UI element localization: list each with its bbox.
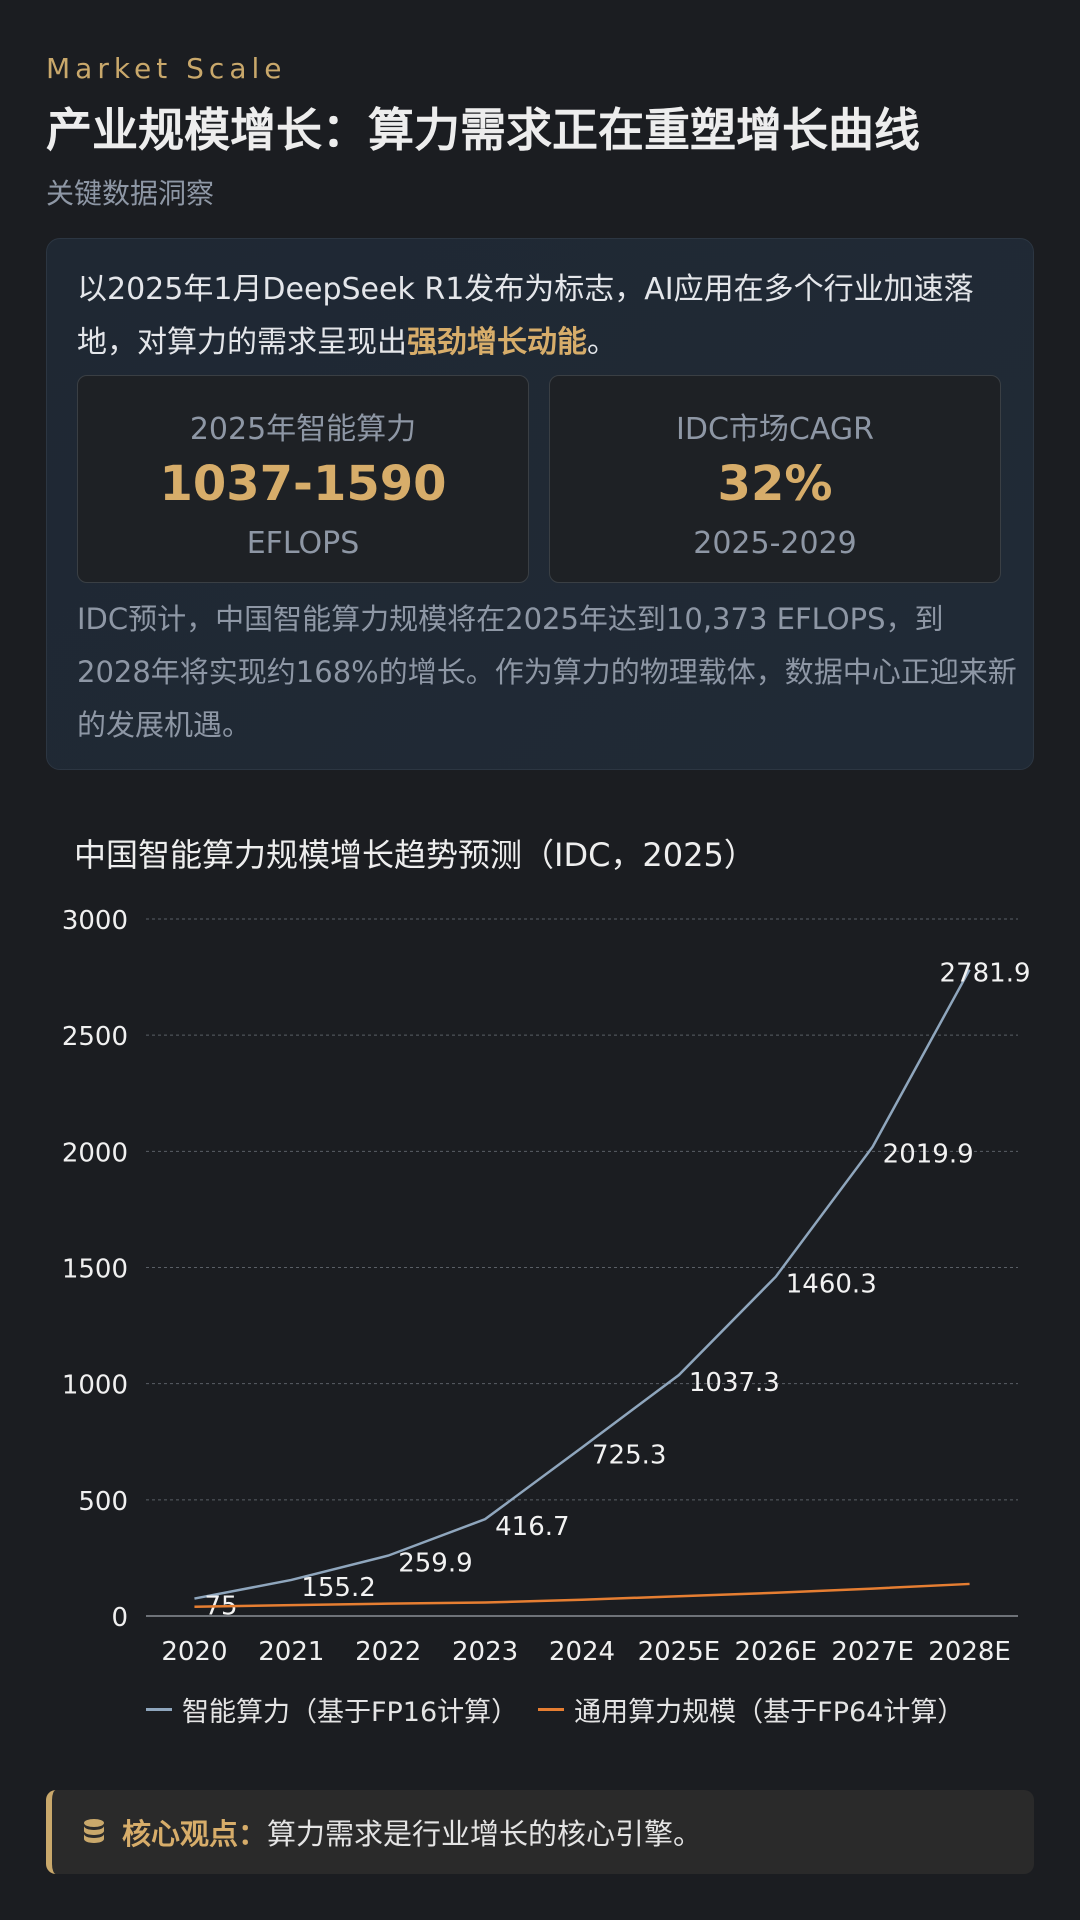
x-tick-label: 2027E: [831, 1637, 914, 1667]
data-label: 155.2: [301, 1573, 375, 1603]
legend-label: 通用算力规模（基于FP64计算）: [574, 1697, 965, 1728]
callout-text: 算力需求是行业增长的核心引擎。: [267, 1817, 703, 1851]
stat-label: IDC市场CAGR: [676, 412, 874, 447]
stat-box-computing: 2025年智能算力 1037-1590 EFLOPS: [77, 375, 529, 583]
y-tick-label: 1500: [62, 1255, 128, 1285]
chart-legend: 智能算力（基于FP16计算） 通用算力规模（基于FP64计算）: [146, 1690, 984, 1729]
stat-unit: 2025-2029: [693, 526, 857, 561]
section-eyebrow: Market Scale: [46, 52, 287, 85]
stat-box-cagr: IDC市场CAGR 32% 2025-2029: [549, 375, 1001, 583]
page-subtitle: 关键数据洞察: [46, 177, 215, 210]
stat-label: 2025年智能算力: [189, 412, 417, 447]
y-tick-label: 500: [78, 1487, 128, 1517]
data-label: 2781.9: [940, 959, 1031, 989]
data-label: 2019.9: [883, 1140, 974, 1170]
data-label: 725.3: [592, 1440, 666, 1470]
x-tick-label: 2024: [549, 1637, 615, 1667]
intro-highlight: 强劲增长动能: [407, 325, 587, 360]
series-line-1: [194, 969, 971, 1600]
x-tick-label: 2028E: [928, 1637, 1011, 1667]
legend-item-intelligent: 智能算力（基于FP16计算）: [146, 1690, 518, 1729]
intro-suffix: 。: [587, 325, 617, 360]
intro-text: 以2025年1月DeepSeek R1发布为标志，AI应用在多个行业加速落地，对…: [77, 263, 1027, 369]
x-tick-label: 2023: [452, 1637, 518, 1667]
series-line-2: [194, 1582, 970, 1608]
line-chart: 0 500 1000 1500 2000 2500 3000 2020 2021 2022 2023…: [62, 906, 1031, 1667]
data-label: 1460.3: [786, 1270, 877, 1300]
chart-title: 中国智能算力规模增长趋势预测（IDC，2025）: [74, 836, 756, 874]
x-tick-label: 2022: [355, 1637, 421, 1667]
legend-label: 智能算力（基于FP16计算）: [182, 1697, 519, 1728]
stat-value: 1037-1590: [159, 456, 447, 512]
data-label: 1037.3: [689, 1368, 780, 1398]
y-tick-label: 2000: [62, 1138, 128, 1168]
legend-swatch: [146, 1708, 172, 1711]
x-tick-label: 2025E: [638, 1637, 721, 1667]
legend-swatch: [538, 1708, 565, 1711]
page-title: 产业规模增长：算力需求正在重塑增长曲线: [46, 103, 920, 157]
insight-card: 以2025年1月DeepSeek R1发布为标志，AI应用在多个行业加速落地，对…: [46, 238, 1034, 770]
database-icon: [84, 1819, 104, 1843]
y-tick-label: 3000: [62, 906, 128, 936]
y-tick-label: 1000: [62, 1371, 128, 1401]
x-tick-label: 2021: [258, 1637, 324, 1667]
data-label: 416.7: [495, 1512, 569, 1542]
callout-key: 核心观点：: [122, 1817, 268, 1851]
x-tick-label: 2020: [161, 1637, 227, 1667]
data-label: 259.9: [398, 1549, 472, 1579]
stat-value: 32%: [717, 456, 833, 512]
key-insight-callout: 核心观点： 算力需求是行业增长的核心引擎。: [46, 1790, 1034, 1874]
y-tick-label: 2500: [62, 1022, 128, 1052]
intro-prefix: 以2025年1月DeepSeek R1发布为标志，AI应用在多个行业加速落地，对…: [77, 272, 974, 360]
stat-unit: EFLOPS: [246, 526, 360, 561]
y-tick-label: 0: [111, 1603, 128, 1633]
x-tick-label: 2026E: [734, 1637, 817, 1667]
description-text: IDC预计，中国智能算力规模将在2025年达到10,373 EFLOPS，到20…: [77, 602, 1017, 742]
legend-item-general: 通用算力规模（基于FP64计算）: [538, 1690, 964, 1729]
